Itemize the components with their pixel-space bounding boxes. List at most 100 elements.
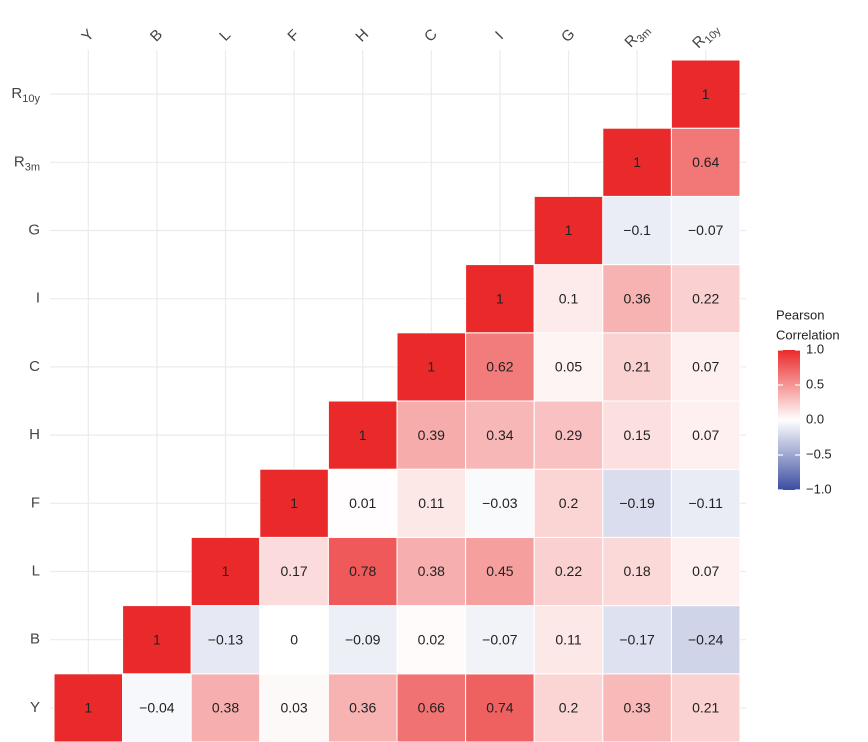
- cell-label: 0.18: [623, 563, 650, 579]
- y-tick-label: F: [31, 494, 40, 511]
- cell-label: 0.11: [418, 495, 444, 511]
- cell-label: 0.02: [418, 631, 445, 647]
- cell: [465, 332, 535, 402]
- cell-label: 0.07: [692, 359, 719, 375]
- cell: [602, 127, 672, 197]
- x-tick-label: C: [421, 26, 441, 46]
- cell: [533, 673, 604, 742]
- cell-label: 0.21: [692, 700, 719, 716]
- x-tick-label-text: C: [421, 26, 441, 46]
- y-tick-label: R10y: [11, 85, 40, 105]
- cell: [670, 195, 741, 266]
- cell: [122, 673, 192, 742]
- cell: [327, 605, 398, 675]
- cell: [396, 536, 467, 607]
- y-tick-label: C: [29, 358, 40, 375]
- cell-label: −0.09: [345, 631, 381, 647]
- cell: [396, 332, 467, 402]
- cell-label: 1: [496, 290, 504, 306]
- x-tick-label: Y: [78, 26, 97, 45]
- cell: [465, 605, 535, 675]
- cell: [533, 195, 604, 266]
- cell-label: −0.07: [688, 222, 724, 238]
- cell: [533, 332, 604, 402]
- y-tick-label-text: L: [32, 562, 40, 579]
- x-tick-label: I: [492, 28, 507, 43]
- y-tick-label: Y: [30, 699, 40, 716]
- cell-label: 0.29: [555, 427, 582, 443]
- y-tick-label-text: R: [11, 85, 22, 102]
- x-tick-label: B: [147, 26, 166, 45]
- cell-label: 1: [565, 222, 573, 238]
- cell-label: 0.21: [623, 359, 650, 375]
- cell-label: 0.07: [692, 427, 719, 443]
- cell: [53, 673, 124, 742]
- y-tick-label: I: [36, 290, 40, 307]
- cell: [190, 605, 261, 675]
- cell-label: 1: [153, 631, 161, 647]
- cell-label: 0.74: [486, 700, 513, 716]
- cell: [533, 605, 604, 675]
- y-tick-label-sub: 3m: [25, 161, 40, 173]
- y-tick-label-text: Y: [30, 699, 40, 716]
- x-tick-label-text: B: [147, 26, 166, 45]
- cell-label: 1: [290, 495, 298, 511]
- cell-label: −0.03: [482, 495, 518, 511]
- cell: [259, 605, 329, 675]
- y-tick-label-text: F: [31, 494, 40, 511]
- cell: [670, 59, 741, 129]
- cell-label: 0.15: [623, 427, 650, 443]
- cell-label: 1: [427, 359, 435, 375]
- cell: [465, 468, 535, 538]
- cell-label: 0.64: [692, 154, 719, 170]
- cell-label: 0.2: [559, 700, 579, 716]
- cell-label: 0.07: [692, 563, 719, 579]
- cell: [259, 536, 329, 607]
- cell-label: 0.33: [623, 700, 650, 716]
- cell-label: 0.03: [280, 700, 307, 716]
- cell: [670, 673, 741, 742]
- cell-label: 0.45: [486, 563, 513, 579]
- cell-label: 0.38: [212, 700, 239, 716]
- cell: [327, 536, 398, 607]
- cell-label: 1: [222, 563, 230, 579]
- y-tick-label-text: G: [28, 221, 40, 238]
- cell-label: 0.38: [418, 563, 445, 579]
- cell: [396, 673, 467, 742]
- legend-tick-label: 0.0: [806, 411, 824, 426]
- cell-label: 0.1: [559, 290, 579, 306]
- cell-label: 1: [359, 427, 367, 443]
- y-tick-label-text: R: [14, 153, 25, 170]
- y-tick-label: B: [30, 631, 40, 648]
- cell: [465, 264, 535, 334]
- cell-label: 0.17: [280, 563, 307, 579]
- cell-label: 0.05: [555, 359, 582, 375]
- cell: [122, 605, 192, 675]
- cell-label: 0.66: [418, 700, 445, 716]
- x-tick-label-text: G: [558, 25, 578, 45]
- cell: [190, 536, 261, 607]
- y-tick-label: L: [32, 562, 40, 579]
- cell: [670, 605, 741, 675]
- cell-label: 0.62: [486, 359, 513, 375]
- x-tick-label-text: Y: [78, 26, 97, 45]
- x-tick-label-text: I: [492, 28, 507, 43]
- cell-label: −0.11: [689, 495, 724, 511]
- y-tick-label: R3m: [14, 153, 40, 173]
- cell: [533, 264, 604, 334]
- cell-label: 0.36: [623, 290, 650, 306]
- cell: [670, 332, 741, 402]
- cell-label: 1: [84, 700, 92, 716]
- cell: [533, 536, 604, 607]
- y-tick-label-text: H: [29, 426, 40, 443]
- y-tick-label-text: B: [30, 631, 40, 648]
- y-tick-label-sub: 10y: [22, 93, 40, 105]
- cell-label: −0.04: [139, 700, 175, 716]
- cell-label: 0.2: [559, 495, 579, 511]
- cell-label: 0.22: [555, 563, 582, 579]
- cell-label: −0.24: [688, 631, 724, 647]
- y-tick-label: G: [28, 221, 40, 238]
- cell-label: −0.17: [619, 631, 655, 647]
- legend-title: Correlation: [776, 327, 840, 342]
